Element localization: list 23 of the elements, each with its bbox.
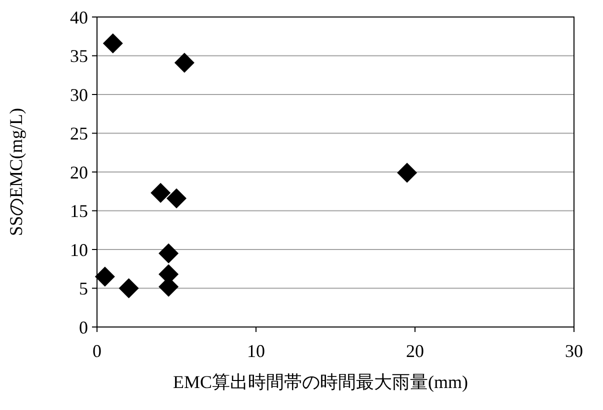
point: [174, 52, 194, 73]
y-axis-title: SSのEMC(mg/L): [6, 108, 26, 236]
point: [158, 243, 179, 264]
point: [102, 33, 123, 54]
point: [150, 182, 171, 203]
x-tick-label: 0: [92, 341, 102, 361]
y-tick-label: 5: [79, 278, 88, 299]
y-tick-label: 0: [79, 317, 88, 338]
y-tick-label: 25: [70, 124, 88, 144]
y-tick-label: 35: [70, 46, 88, 66]
y-tick-label: 20: [70, 162, 88, 182]
point: [397, 162, 418, 183]
y-tick-label: 40: [70, 7, 88, 28]
x-tick-label: 10: [247, 341, 265, 361]
point: [166, 188, 186, 208]
y-tick-label: 10: [70, 240, 88, 260]
point: [94, 266, 115, 287]
y-tick-label: 15: [70, 201, 88, 222]
x-tick-label: 30: [565, 341, 583, 361]
x-axis-title: EMC算出時間帯の時間最大雨量(mm): [173, 372, 468, 392]
point: [118, 278, 139, 298]
x-tick-label: 20: [406, 341, 424, 361]
y-tick-label: 30: [70, 84, 88, 105]
